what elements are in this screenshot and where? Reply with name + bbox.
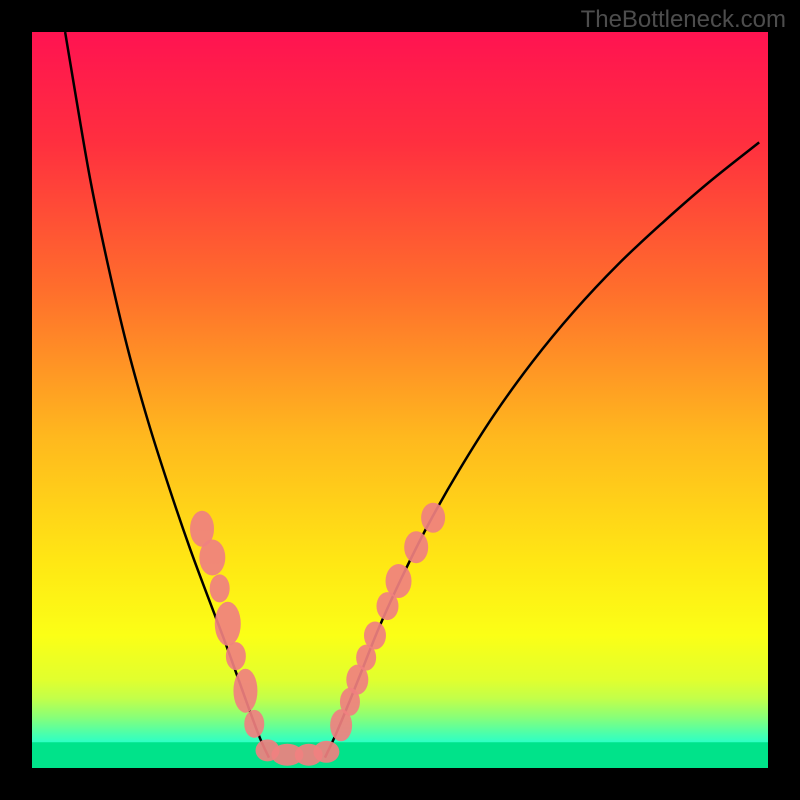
green-band (32, 742, 768, 768)
watermark-text: TheBottleneck.com (581, 6, 786, 34)
bead-marker (421, 503, 445, 533)
bead-marker (210, 574, 230, 602)
bottleneck-chart (0, 0, 800, 800)
plot-area (32, 32, 768, 768)
bead-marker (199, 540, 225, 576)
bead-marker (215, 602, 241, 646)
bead-marker (233, 669, 257, 713)
bead-marker (244, 710, 264, 738)
bead-marker (364, 622, 386, 650)
bead-marker (313, 741, 339, 763)
bead-marker (404, 531, 428, 563)
chart-frame: TheBottleneck.com (0, 0, 800, 800)
bead-marker (386, 564, 412, 598)
bead-marker (226, 642, 246, 670)
